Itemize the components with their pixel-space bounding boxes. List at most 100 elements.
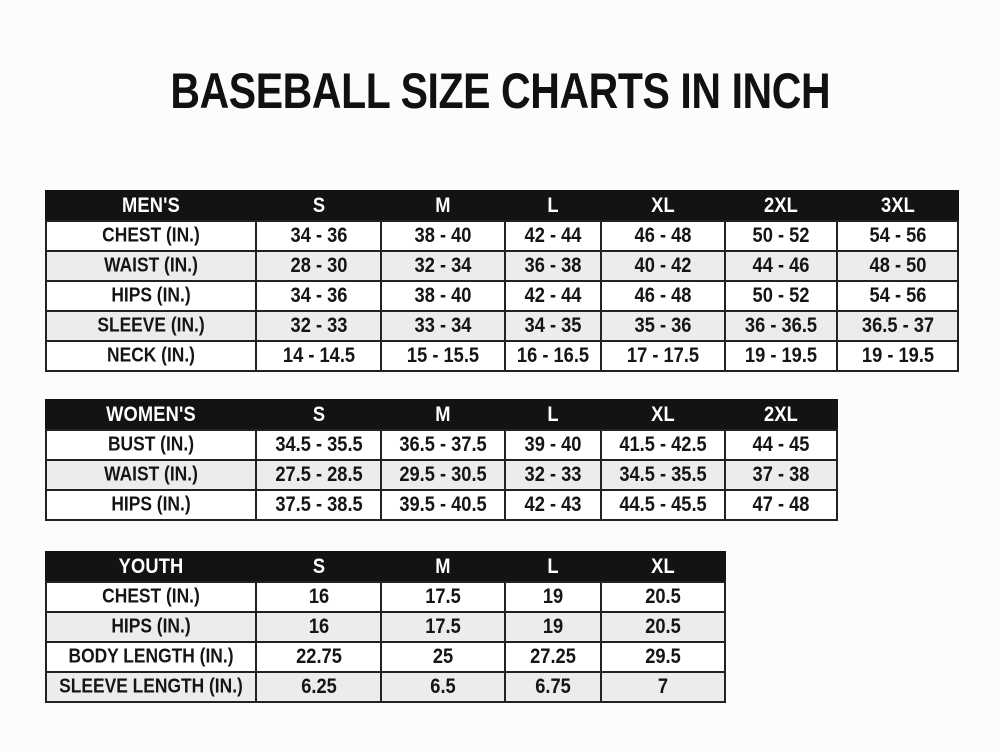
size-value-cell-text: 34.5 - 35.5 bbox=[274, 433, 363, 456]
size-value-cell: 42 - 43 bbox=[504, 489, 602, 521]
table-title-cell: MEN'S bbox=[45, 190, 257, 222]
size-value-cell-text: 44 - 46 bbox=[752, 254, 810, 277]
size-value-cell: 27.5 - 28.5 bbox=[255, 459, 382, 491]
size-column-header-text: M bbox=[435, 555, 451, 578]
size-value-cell: 50 - 52 bbox=[724, 280, 838, 312]
size-value-cell-text: 19 - 19.5 bbox=[861, 344, 934, 367]
row-label-cell-text: BUST (IN.) bbox=[107, 433, 195, 456]
row-label-cell: HIPS (IN.) bbox=[45, 280, 257, 312]
size-column-header: S bbox=[255, 399, 382, 431]
size-value-cell: 54 - 56 bbox=[836, 280, 959, 312]
size-value-cell-text: 28 - 30 bbox=[290, 254, 347, 277]
row-label-cell-text: SLEEVE (IN.) bbox=[97, 314, 205, 337]
size-value-cell: 6.75 bbox=[504, 671, 602, 703]
size-table-mens: MEN'S S M L XL 2XL 3XL CHEST (IN.) 34 - 36 38 - 4… bbox=[45, 190, 959, 372]
size-value-cell: 38 - 40 bbox=[380, 220, 506, 252]
size-column-header-text: L bbox=[547, 555, 559, 578]
header-row: MEN'S S M L XL 2XL 3XL bbox=[45, 190, 959, 222]
size-value-cell-text: 27.5 - 28.5 bbox=[274, 463, 363, 486]
size-value-cell-text: 29.5 bbox=[645, 645, 681, 668]
size-row: WAIST (IN.) 28 - 30 32 - 34 36 - 38 40 - 42 4… bbox=[45, 250, 959, 282]
size-column-header: XL bbox=[600, 190, 726, 222]
size-value-cell-text: 39 - 40 bbox=[524, 433, 582, 456]
size-column-header: 2XL bbox=[724, 399, 838, 431]
size-column-header-text: S bbox=[312, 555, 325, 578]
size-value-cell: 34.5 - 35.5 bbox=[255, 429, 382, 461]
size-column-header-text: 2XL bbox=[763, 403, 799, 426]
size-value-cell-text: 14 - 14.5 bbox=[282, 344, 355, 367]
size-column-header-text: S bbox=[312, 403, 325, 426]
size-column-header: XL bbox=[600, 399, 726, 431]
size-value-cell: 32 - 33 bbox=[504, 459, 602, 491]
size-value-cell: 29.5 - 30.5 bbox=[380, 459, 506, 491]
size-value-cell: 40 - 42 bbox=[600, 250, 726, 282]
size-value-cell-text: 34.5 - 35.5 bbox=[619, 463, 707, 486]
size-value-cell-text: 37.5 - 38.5 bbox=[274, 493, 363, 516]
size-value-cell: 17 - 17.5 bbox=[600, 340, 726, 372]
size-value-cell-text: 17 - 17.5 bbox=[626, 344, 700, 367]
size-value-cell-text: 16 bbox=[308, 585, 329, 608]
size-value-cell-text: 46 - 48 bbox=[634, 224, 692, 247]
size-value-cell-text: 32 - 33 bbox=[524, 463, 582, 486]
size-column-header: 3XL bbox=[836, 190, 959, 222]
size-value-cell-text: 36 - 38 bbox=[524, 254, 582, 277]
size-column-header: S bbox=[255, 190, 382, 222]
size-value-cell-text: 54 - 56 bbox=[869, 224, 926, 247]
size-value-cell-text: 47 - 48 bbox=[752, 493, 810, 516]
size-row: BUST (IN.) 34.5 - 35.5 36.5 - 37.5 39 - 40 4… bbox=[45, 429, 838, 461]
size-value-cell: 47 - 48 bbox=[724, 489, 838, 521]
size-value-cell-text: 29.5 - 30.5 bbox=[399, 463, 487, 486]
size-row: WAIST (IN.) 27.5 - 28.5 29.5 - 30.5 32 - 33… bbox=[45, 459, 838, 491]
page-title-text: BASEBALL SIZE CHARTS IN INCH bbox=[170, 63, 830, 119]
row-label-cell: NECK (IN.) bbox=[45, 340, 257, 372]
size-value-cell: 22.75 bbox=[255, 641, 382, 673]
size-value-cell: 44.5 - 45.5 bbox=[600, 489, 726, 521]
row-label-cell-text: HIPS (IN.) bbox=[111, 493, 191, 516]
size-value-cell-text: 36.5 - 37.5 bbox=[399, 433, 487, 456]
row-label-cell: CHEST (IN.) bbox=[45, 220, 257, 252]
size-value-cell: 34 - 36 bbox=[255, 220, 382, 252]
size-value-cell: 15 - 15.5 bbox=[380, 340, 506, 372]
size-row: HIPS (IN.) 16 17.5 19 20.5 bbox=[45, 611, 726, 643]
size-value-cell: 42 - 44 bbox=[504, 280, 602, 312]
size-column-header-text: M bbox=[435, 194, 451, 217]
size-value-cell: 42 - 44 bbox=[504, 220, 602, 252]
size-column-header-text: M bbox=[435, 403, 451, 426]
header-row: WOMEN'S S M L XL 2XL bbox=[45, 399, 838, 431]
size-value-cell-text: 38 - 40 bbox=[414, 284, 472, 307]
size-value-cell: 50 - 52 bbox=[724, 220, 838, 252]
table-title-cell: YOUTH bbox=[45, 551, 257, 583]
size-row: BODY LENGTH (IN.) 22.75 25 27.25 29.5 bbox=[45, 641, 726, 673]
size-value-cell: 36 - 36.5 bbox=[724, 310, 838, 342]
size-value-cell: 17.5 bbox=[380, 611, 506, 643]
page-title: BASEBALL SIZE CHARTS IN INCH bbox=[0, 66, 1000, 116]
size-value-cell: 19 bbox=[504, 581, 602, 613]
row-label-cell: HIPS (IN.) bbox=[45, 489, 257, 521]
size-value-cell-text: 42 - 43 bbox=[524, 493, 582, 516]
size-value-cell-text: 19 bbox=[542, 585, 564, 608]
size-value-cell: 34.5 - 35.5 bbox=[600, 459, 726, 491]
size-value-cell-text: 37 - 38 bbox=[752, 463, 810, 486]
size-value-cell-text: 39.5 - 40.5 bbox=[399, 493, 487, 516]
size-value-cell-text: 32 - 34 bbox=[414, 254, 472, 277]
size-column-header: L bbox=[504, 190, 602, 222]
size-value-cell: 16 bbox=[255, 611, 382, 643]
size-value-cell-text: 33 - 34 bbox=[414, 314, 472, 337]
size-column-header-text: 2XL bbox=[763, 194, 799, 217]
size-value-cell-text: 20.5 bbox=[645, 585, 681, 608]
size-value-cell: 39.5 - 40.5 bbox=[380, 489, 506, 521]
size-value-cell-text: 34 - 36 bbox=[290, 224, 347, 247]
size-value-cell-text: 19 - 19.5 bbox=[744, 344, 818, 367]
row-label-cell: SLEEVE LENGTH (IN.) bbox=[45, 671, 257, 703]
row-label-cell: CHEST (IN.) bbox=[45, 581, 257, 613]
size-value-cell-text: 54 - 56 bbox=[869, 284, 926, 307]
size-value-cell: 29.5 bbox=[600, 641, 726, 673]
row-label-cell-text: NECK (IN.) bbox=[107, 344, 195, 367]
row-label-cell-text: BODY LENGTH (IN.) bbox=[68, 645, 234, 668]
size-value-cell-text: 6.75 bbox=[535, 675, 571, 698]
size-value-cell-text: 22.75 bbox=[295, 645, 342, 668]
size-value-cell: 27.25 bbox=[504, 641, 602, 673]
size-row: HIPS (IN.) 34 - 36 38 - 40 42 - 44 46 - 48 50… bbox=[45, 280, 959, 312]
size-row: CHEST (IN.) 34 - 36 38 - 40 42 - 44 46 - 48 5… bbox=[45, 220, 959, 252]
size-value-cell: 36.5 - 37 bbox=[836, 310, 959, 342]
